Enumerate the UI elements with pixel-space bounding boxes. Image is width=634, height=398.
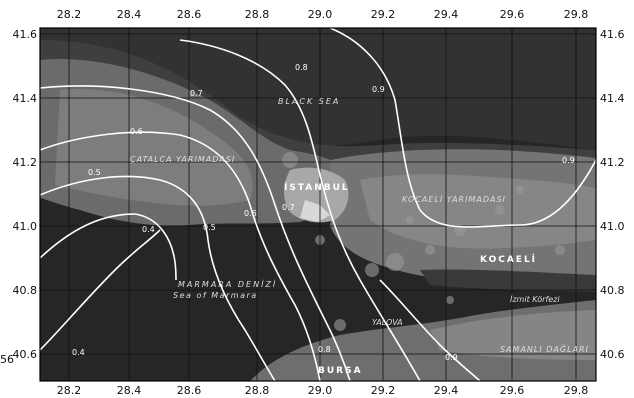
right-lat-labels: 41.6 41.4 41.2 41.0 40.8 40.6 <box>600 28 625 361</box>
label-kocaeli-peninsula: KOCAELİ YARIMADASI <box>402 194 506 204</box>
contour-lines <box>40 28 596 381</box>
top-lon-5: 29.2 <box>371 8 396 21</box>
left-lat-labels: 41.6 41.4 41.2 41.0 40.8 40.6 <box>13 28 38 361</box>
contour-0.8 <box>179 39 421 381</box>
contour-label-0.9c: 0.9 <box>445 353 458 362</box>
bottom-lon-7: 29.6 <box>500 384 525 397</box>
contour-0.5 <box>40 175 276 381</box>
contour-label-0.7a: 0.7 <box>190 89 203 98</box>
left-lat-4: 40.8 <box>13 284 38 297</box>
bottom-lon-4: 29.0 <box>308 384 333 397</box>
bottom-lon-labels: 28.2 28.4 28.6 28.8 29.0 29.2 29.4 29.6 … <box>57 384 589 397</box>
contour-label-0.8b: 0.8 <box>318 345 331 354</box>
contour-0.7 <box>40 85 351 381</box>
contour-label-0.8a: 0.8 <box>295 63 308 72</box>
top-lon-3: 28.8 <box>245 8 270 21</box>
istanbul-core <box>300 200 330 222</box>
label-black-sea: BLACK SEA <box>278 97 340 106</box>
top-lon-1: 28.4 <box>117 8 142 21</box>
label-izmit-korfezi: İzmit Körfezi <box>510 294 560 304</box>
right-lat-2: 41.2 <box>600 156 625 169</box>
contour-label-0.5a: 0.5 <box>88 168 101 177</box>
left-lat-0: 41.6 <box>13 28 38 41</box>
right-lat-4: 40.8 <box>600 284 625 297</box>
bottom-lon-3: 28.8 <box>245 384 270 397</box>
bottom-lon-8: 29.8 <box>564 384 589 397</box>
izmit-gulf <box>420 269 596 292</box>
bottom-lon-6: 29.4 <box>434 384 459 397</box>
graticule <box>40 28 596 381</box>
black-sea <box>40 28 596 150</box>
place-labels: BLACK SEA MARMARA DENİZİ Sea of Marmara … <box>130 97 589 376</box>
right-lat-1: 41.4 <box>600 92 625 105</box>
thrace-upland <box>55 89 253 206</box>
contour-label-0.9a: 0.9 <box>372 85 385 94</box>
label-bursa: BURSA <box>318 366 363 376</box>
top-lon-6: 29.4 <box>434 8 459 21</box>
top-lon-4: 29.0 <box>308 8 333 21</box>
bottom-lon-0: 28.2 <box>57 384 82 397</box>
circles <box>282 152 565 331</box>
label-catalca: ÇATALCA YARIMADASI <box>130 155 235 164</box>
label-kocaeli: KOCAELİ <box>480 254 537 265</box>
samanli-mountains <box>430 310 596 360</box>
bottom-lon-1: 28.4 <box>117 384 142 397</box>
top-lon-8: 29.8 <box>564 8 589 21</box>
right-lat-3: 41.0 <box>600 220 625 233</box>
label-marmara-1: MARMARA DENİZİ <box>178 279 277 289</box>
map-frame <box>39 27 597 382</box>
top-lon-labels: 28.2 28.4 28.6 28.8 29.0 29.2 29.4 29.6 … <box>57 8 589 21</box>
contour-label-0.7b: 0.7 <box>282 203 295 212</box>
bottom-lon-2: 28.6 <box>177 384 202 397</box>
left-lat-2: 41.2 <box>13 156 38 169</box>
contour-0.4-west <box>40 229 161 351</box>
contour-label-0.4b: 0.4 <box>142 225 155 234</box>
bottom-lon-5: 29.2 <box>371 384 396 397</box>
side-mark: 56 <box>0 353 14 366</box>
contour-label-0.5b: 0.5 <box>203 223 216 232</box>
top-lon-7: 29.6 <box>500 8 525 21</box>
istanbul-urban <box>284 167 349 223</box>
left-lat-1: 41.4 <box>13 92 38 105</box>
right-lat-5: 40.6 <box>600 348 625 361</box>
top-lon-0: 28.2 <box>57 8 82 21</box>
contour-label-0.4a: 0.4 <box>72 348 85 357</box>
label-istanbul: İSTANBUL <box>284 182 350 193</box>
contour-label-0.6b: 0.6 <box>244 209 257 218</box>
contour-0.9-south <box>379 279 481 381</box>
contour-labels: 0.4 0.4 0.5 0.5 0.6 0.6 0.7 0.7 0.8 0.8 … <box>72 63 575 362</box>
right-lat-0: 41.6 <box>600 28 625 41</box>
label-marmara-2: Sea of Marmara <box>173 291 258 300</box>
contour-0.9-north <box>329 28 596 228</box>
label-samanli: SAMANLI DAĞLARI <box>500 343 589 354</box>
contour-0.6 <box>40 131 321 381</box>
contour-label-0.9b: 0.9 <box>562 156 575 165</box>
contour-0.4-inner <box>40 213 177 281</box>
label-yalova: YALOVA <box>372 318 403 327</box>
contour-label-0.6a: 0.6 <box>130 127 143 136</box>
left-lat-5: 40.6 <box>13 348 38 361</box>
left-lat-3: 41.0 <box>13 220 38 233</box>
top-lon-2: 28.6 <box>177 8 202 21</box>
kocaeli-upland <box>360 174 596 249</box>
